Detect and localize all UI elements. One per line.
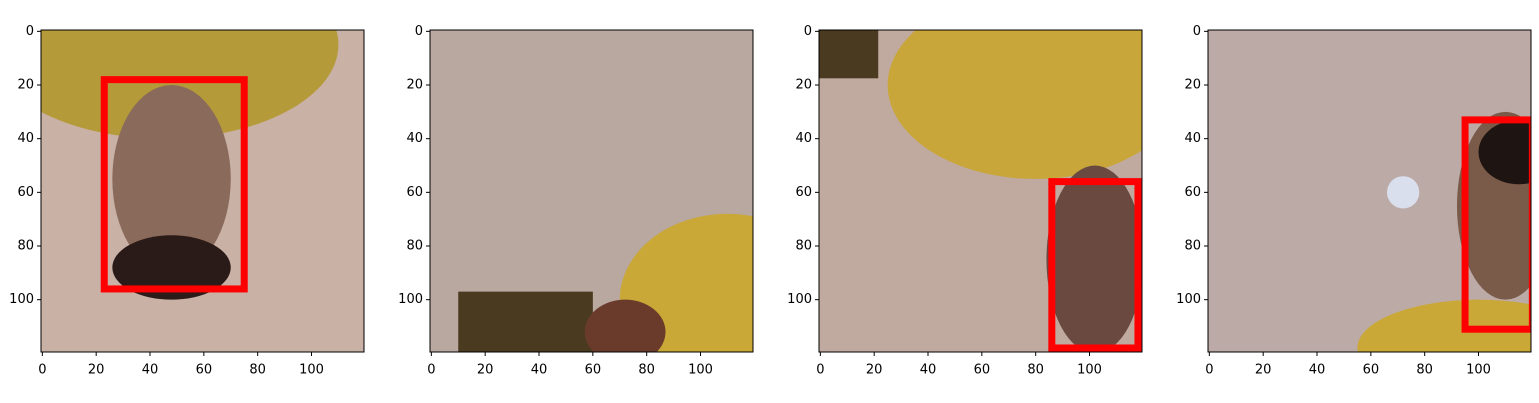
y-tick-label: 100 [398, 292, 423, 307]
x-tick-label: 60 [974, 363, 991, 378]
x-tick-label: 60 [585, 363, 602, 378]
y-tick-label: 80 [795, 239, 812, 254]
photo [430, 30, 753, 352]
y-tick-label: 80 [17, 239, 34, 254]
y-tick-label: 60 [406, 185, 423, 200]
x-tick-label: 80 [1416, 363, 1433, 378]
panel: 0 20 40 60 80 100 0 20 40 60 80 100 [9, 24, 365, 378]
y-tick-label: 60 [795, 185, 812, 200]
bounding-box [1048, 178, 1142, 352]
x-tick-label: 40 [920, 363, 937, 378]
x-tick-label: 0 [427, 363, 435, 378]
y-tick-label: 100 [1176, 292, 1201, 307]
x-tick-label: 20 [477, 363, 494, 378]
y-tick-label: 20 [1184, 78, 1201, 93]
x-tick-label: 60 [196, 363, 213, 378]
x-tick-label: 20 [866, 363, 883, 378]
axes-frame [429, 29, 754, 353]
bounding-box [100, 76, 248, 293]
y-tick-label: 0 [26, 24, 34, 39]
x-tick-label: 0 [38, 363, 46, 378]
x-tick-label: 100 [299, 363, 324, 378]
x-tick-label: 40 [1309, 363, 1326, 378]
y-tick-label: 20 [406, 78, 423, 93]
y-tick-label: 40 [1184, 131, 1201, 146]
x-tick-label: 80 [638, 363, 655, 378]
y-tick-label: 80 [406, 239, 423, 254]
x-tick-label: 100 [1466, 363, 1491, 378]
y-tick-label: 20 [17, 78, 34, 93]
x-tick-label: 40 [531, 363, 548, 378]
y-tick-label: 40 [17, 131, 34, 146]
y-tick-label: 60 [17, 185, 34, 200]
y-tick-label: 40 [795, 131, 812, 146]
y-tick-label: 60 [1184, 185, 1201, 200]
panel: 0 20 40 60 80 100 0 20 40 60 80 100 [787, 24, 1143, 378]
bounding-box [1461, 116, 1531, 333]
axes-frame [818, 29, 1143, 353]
x-tick-label: 20 [88, 363, 105, 378]
x-tick-label: 100 [688, 363, 713, 378]
y-tick-label: 100 [787, 292, 812, 307]
x-tick-label: 80 [1027, 363, 1044, 378]
y-tick-label: 100 [9, 292, 34, 307]
y-tick-label: 0 [804, 24, 812, 39]
x-tick-label: 100 [1077, 363, 1102, 378]
panel: 0 20 40 60 80 100 0 20 40 60 80 100 [398, 24, 754, 378]
y-tick-label: 20 [795, 78, 812, 93]
photo [41, 30, 364, 352]
y-tick-label: 80 [1184, 239, 1201, 254]
x-tick-label: 0 [1205, 363, 1213, 378]
x-tick-label: 20 [1255, 363, 1272, 378]
y-tick-label: 40 [406, 131, 423, 146]
x-tick-label: 40 [142, 363, 159, 378]
photo [1208, 30, 1531, 352]
axes-frame [1207, 29, 1532, 353]
y-tick-label: 0 [415, 24, 423, 39]
x-tick-label: 80 [249, 363, 266, 378]
y-tick-label: 0 [1193, 24, 1201, 39]
x-tick-label: 60 [1363, 363, 1380, 378]
axes-frame [40, 29, 365, 353]
x-tick-label: 0 [816, 363, 824, 378]
photo [819, 30, 1142, 352]
panel: 0 20 40 60 80 100 0 20 40 60 80 100 [1176, 24, 1532, 378]
